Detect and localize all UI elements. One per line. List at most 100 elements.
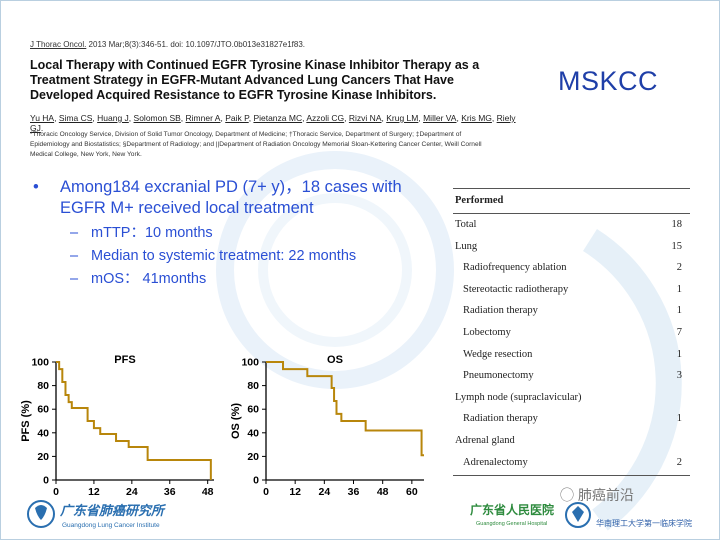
y-tick-label: 60 [37, 404, 49, 416]
dash-icon: – [70, 271, 79, 287]
row-value: 7 [676, 326, 682, 338]
author-link[interactable]: Rizvi NA [348, 113, 382, 123]
x-tick-label: 12 [289, 486, 301, 498]
paper-title: Local Therapy with Continued EGFR Tyrosi… [30, 58, 480, 102]
author-list: Yu HA, Sima CS, Huang J, Solomon SB, Rim… [30, 113, 516, 133]
author-link[interactable]: Azzoli CG [306, 113, 345, 123]
row-value: 2 [676, 262, 682, 274]
y-tick-label: 0 [253, 475, 259, 487]
logo-left-en: Guangdong Lung Cancer Institute [62, 522, 160, 529]
author-link[interactable]: Pietanza MC [253, 113, 303, 123]
table-row: Adrenal gland [453, 430, 690, 452]
y-tick-label: 80 [37, 380, 49, 392]
sub-bullet-text: mOS： 41months [91, 271, 207, 287]
logo-right-sub: 华南理工大学第一临床学院 [596, 518, 692, 528]
table-row: Lymph node (supraclavicular) [453, 387, 690, 409]
y-tick-label: 60 [247, 404, 259, 416]
bullet-main-text: Among184 excranial PD (7+ y)，18 cases wi… [60, 178, 402, 217]
table-row: Radiofrequency ablation 2 [453, 257, 690, 279]
x-tick-label: 12 [88, 486, 100, 498]
row-label: Adrenalectomy [463, 456, 528, 468]
x-tick-label: 24 [126, 486, 138, 498]
author-link[interactable]: Riely GJ [30, 113, 516, 133]
row-label: Lobectomy [463, 326, 511, 338]
y-axis-label: OS (%) [230, 403, 242, 439]
logo-left-cn: 广东省肺癌研究所 [59, 503, 167, 519]
hospital-logo: 广东省人民医院 Guangdong General Hospital 华南理工大… [470, 502, 692, 528]
author-link[interactable]: Kris MG [461, 113, 492, 123]
sub-bullet-text: Median to systemic treatment: 22 months [91, 248, 357, 264]
sub-bullet: – Median to systemic treatment: 22 months [30, 245, 440, 268]
table-row: Radiation therapy 1 [453, 300, 690, 322]
row-label: Pneumonectomy [463, 370, 534, 382]
row-value: 1 [676, 283, 682, 295]
y-tick-label: 40 [247, 427, 259, 439]
x-tick-label: 24 [318, 486, 330, 498]
logo-right-en: Guangdong General Hospital [476, 521, 547, 527]
row-value: 1 [676, 413, 682, 425]
author-link[interactable]: Yu HA [30, 113, 55, 123]
row-value: 1 [676, 348, 682, 360]
author-link[interactable]: Miller VA [423, 113, 457, 123]
y-tick-label: 20 [247, 451, 259, 463]
author-link[interactable]: Krug LM [386, 113, 419, 123]
row-value: 15 [671, 240, 683, 252]
row-label: Adrenal gland [455, 434, 515, 446]
bullet-list: • Among184 excranial PD (7+ y)，18 cases … [30, 177, 440, 291]
sub-bullet: – mTTP：10 months [30, 222, 440, 245]
journal-link[interactable]: J Thorac Oncol. [30, 40, 87, 49]
table-bottom-rule [453, 475, 690, 477]
author-link[interactable]: Paik P [225, 113, 249, 123]
x-tick-label: 36 [348, 486, 360, 498]
citation: J Thorac Oncol. 2013 Mar;8(3):346-51. do… [30, 40, 305, 49]
affiliations: *Thoracic Oncology Service, Division of … [30, 131, 482, 158]
row-label: Radiation therapy [463, 413, 538, 425]
pfs-chart: 0 20 40 60 80 100 0 12 24 36 48 PFS PFS (%) [20, 354, 214, 498]
table-row: Pneumonectomy 3 [453, 365, 690, 387]
y-tick-label: 80 [247, 380, 259, 392]
x-tick-label: 48 [202, 486, 214, 498]
institution-label: MSKCC [558, 66, 659, 96]
row-label: Radiofrequency ablation [463, 262, 567, 274]
survival-curve [266, 361, 424, 457]
bullet-dot-icon: • [33, 178, 39, 196]
table-row: Total 18 [453, 214, 690, 236]
lung-cancer-institute-logo: 广东省肺癌研究所 Guangdong Lung Cancer Institute [27, 500, 167, 529]
table-row: Stereotactic radiotherapy 1 [453, 279, 690, 301]
chart-title: OS [327, 354, 343, 366]
row-label: Wedge resection [463, 348, 533, 360]
table-row: Radiation therapy 1 [453, 408, 690, 430]
row-label: Lymph node (supraclavicular) [455, 391, 582, 403]
table-header: Performed [453, 188, 690, 214]
row-value: 2 [676, 456, 682, 468]
author-link[interactable]: Solomon SB [133, 113, 181, 123]
x-tick-label: 36 [164, 486, 176, 498]
logo-right-cn: 广东省人民医院 [470, 502, 554, 517]
x-tick-label: 60 [406, 486, 418, 498]
chart-title: PFS [114, 354, 135, 366]
y-tick-label: 100 [31, 357, 49, 369]
author-link[interactable]: Huang J [97, 113, 129, 123]
table-row: Lobectomy 7 [453, 322, 690, 344]
author-link[interactable]: Sima CS [58, 113, 93, 123]
procedures-table: Performed Total 18 Lung 15 Radiofrequency ab… [453, 188, 690, 477]
survival-curve [56, 361, 212, 480]
os-chart: 0 20 40 60 80 100 0 12 24 36 48 60 OS OS (%) [230, 354, 424, 498]
author-link[interactable]: Rimner A [185, 113, 221, 123]
row-value: 18 [671, 219, 683, 230]
y-tick-label: 40 [37, 427, 49, 439]
dash-icon: – [70, 225, 79, 241]
citation-details: 2013 Mar;8(3):346-51. doi: 10.1097/JTO.0… [86, 40, 306, 49]
y-tick-label: 0 [43, 475, 49, 487]
sub-bullet-text: mTTP：10 months [91, 225, 213, 241]
sub-bullet: – mOS： 41months [30, 268, 440, 291]
x-tick-label: 48 [377, 486, 389, 498]
row-value: 3 [676, 370, 682, 382]
row-label: Total [455, 219, 477, 230]
watermark: ◯ 肺癌前沿 [560, 485, 634, 505]
table-row: Lung 15 [453, 236, 690, 258]
table-row: Adrenalectomy 2 [453, 452, 690, 474]
row-value: 1 [676, 305, 682, 317]
y-axis-label: PFS (%) [20, 400, 32, 442]
